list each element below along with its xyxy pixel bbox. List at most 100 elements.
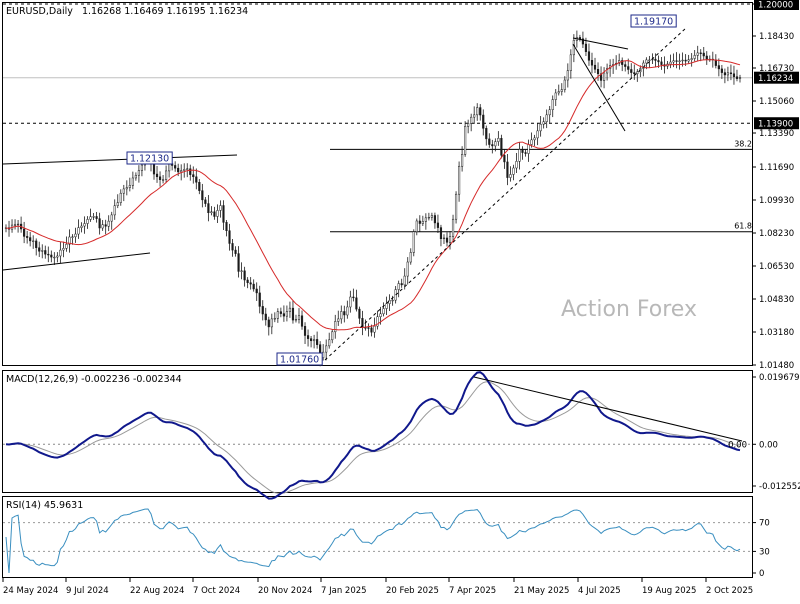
candle bbox=[125, 180, 128, 196]
candle-body bbox=[473, 114, 476, 118]
candle-body bbox=[621, 60, 624, 65]
candle bbox=[56, 252, 59, 263]
candle bbox=[729, 64, 733, 81]
candle bbox=[228, 223, 231, 251]
candle bbox=[551, 95, 554, 118]
candle bbox=[530, 132, 533, 148]
candle bbox=[38, 241, 41, 257]
candle bbox=[738, 74, 742, 83]
candle-body bbox=[195, 176, 198, 183]
candle-body bbox=[720, 68, 723, 73]
candle-body bbox=[675, 60, 678, 62]
candle-body bbox=[430, 215, 433, 218]
candle-body bbox=[403, 275, 406, 286]
candle bbox=[204, 196, 207, 207]
y-tick-label: 1.18430 bbox=[759, 32, 794, 42]
candle bbox=[524, 149, 527, 157]
candle-body bbox=[548, 109, 551, 116]
candle bbox=[400, 278, 403, 288]
candle bbox=[726, 66, 729, 82]
main-trend bbox=[2, 27, 687, 361]
candle bbox=[258, 285, 261, 314]
level-1-13900-tag bbox=[754, 117, 799, 130]
candle-body bbox=[47, 253, 50, 256]
candle bbox=[717, 58, 720, 77]
rsi-layer: 70 30 0 bbox=[3, 508, 770, 579]
candle bbox=[210, 206, 213, 216]
candle-body bbox=[415, 220, 418, 232]
candle bbox=[313, 334, 316, 349]
trendline-dashed-uptrend bbox=[324, 27, 687, 361]
candle bbox=[47, 246, 50, 263]
candle bbox=[74, 227, 77, 243]
candle bbox=[660, 56, 663, 70]
watermark: Action Forex bbox=[561, 297, 697, 322]
candle-body bbox=[515, 161, 518, 169]
y-tick-label: 1.06530 bbox=[759, 262, 794, 272]
candle bbox=[26, 230, 29, 244]
candle bbox=[279, 307, 282, 318]
candle-body bbox=[201, 190, 204, 201]
candle-body bbox=[198, 182, 201, 191]
candle-body bbox=[110, 214, 113, 222]
candle-body bbox=[213, 211, 216, 217]
rsi-panel-frame bbox=[2, 496, 753, 578]
annotation-1-01760-text: 1.01760 bbox=[280, 355, 319, 366]
candle bbox=[119, 189, 122, 206]
candle bbox=[454, 191, 458, 224]
candle bbox=[261, 300, 264, 321]
candle-body bbox=[485, 128, 488, 140]
candle bbox=[131, 171, 134, 190]
candle-body bbox=[219, 205, 222, 211]
candle bbox=[303, 322, 307, 344]
candle-body bbox=[225, 222, 228, 231]
candle bbox=[358, 306, 361, 325]
candle-body bbox=[738, 77, 742, 79]
candle-body bbox=[376, 316, 379, 327]
level-1-20000-tag-text: 1.20000 bbox=[758, 1, 793, 11]
candle-body bbox=[557, 91, 560, 94]
annotation-1-01760-box bbox=[276, 352, 323, 366]
candle bbox=[578, 34, 581, 42]
candle-body bbox=[17, 223, 20, 226]
candle-body bbox=[521, 149, 524, 153]
candle bbox=[397, 280, 400, 298]
candle bbox=[158, 171, 162, 187]
candle-body bbox=[726, 72, 729, 76]
candle-body bbox=[373, 325, 376, 333]
candle bbox=[461, 146, 464, 172]
candle bbox=[89, 208, 92, 222]
candle-body bbox=[500, 138, 503, 156]
macd-title: MACD(12,26,9) -0.002236 -0.002344 bbox=[6, 374, 182, 385]
candle bbox=[113, 199, 116, 220]
candle bbox=[560, 83, 563, 96]
rsi-y-tick-label: 0 bbox=[759, 569, 764, 579]
candle-body bbox=[382, 308, 385, 315]
candle bbox=[252, 279, 255, 292]
candle-body bbox=[98, 218, 101, 229]
candle bbox=[415, 218, 418, 236]
candle-body bbox=[152, 162, 156, 175]
candle-body bbox=[140, 164, 144, 171]
candle-body bbox=[252, 283, 255, 290]
candle bbox=[240, 262, 243, 280]
candle-body bbox=[400, 283, 403, 286]
candle-body bbox=[545, 114, 548, 122]
candle-body bbox=[391, 299, 394, 302]
candle-body bbox=[261, 306, 264, 315]
candle bbox=[23, 221, 26, 244]
candle bbox=[630, 63, 633, 79]
candle bbox=[216, 204, 219, 223]
candle bbox=[222, 200, 225, 230]
candle bbox=[430, 212, 433, 221]
candle-body bbox=[231, 243, 234, 251]
candle bbox=[385, 296, 388, 315]
y-tick-label: 1.03180 bbox=[759, 328, 794, 338]
candle bbox=[352, 288, 355, 302]
candle bbox=[355, 289, 358, 312]
candle bbox=[110, 211, 113, 230]
candle-body bbox=[104, 224, 107, 227]
last-price-tag bbox=[754, 71, 799, 84]
candle bbox=[554, 89, 557, 107]
